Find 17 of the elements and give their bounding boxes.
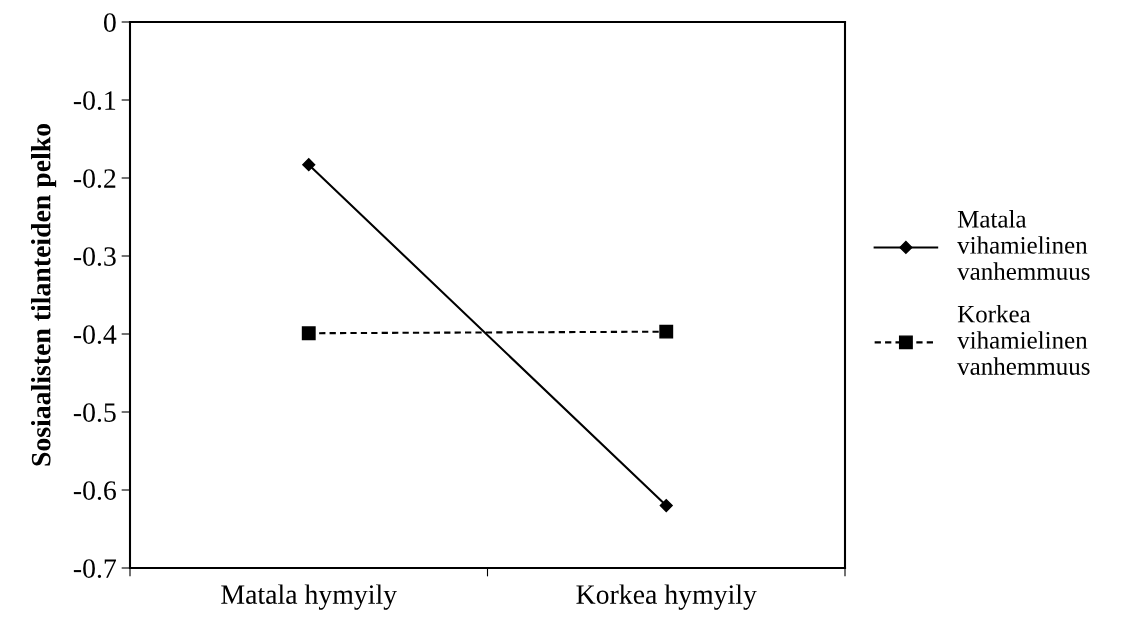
point xyxy=(659,324,674,339)
point xyxy=(301,326,316,341)
y-axis-title: Sosiaalisten tilanteiden pelko xyxy=(30,123,57,466)
legend-label: Matala vihamielinen vanhemmuus xyxy=(957,210,1090,280)
y-tick-label: -0.6 xyxy=(73,481,116,501)
y-tick-label: -0.5 xyxy=(73,403,116,423)
legend-label: Korkea vihamielinen vanhemmuus xyxy=(957,305,1090,375)
x-tick-label: Korkea hymyily xyxy=(576,584,757,610)
point xyxy=(659,499,673,513)
y-tick-label: -0.7 xyxy=(73,559,117,579)
x-tick-label: Matala hymyily xyxy=(221,584,397,610)
point xyxy=(302,158,316,172)
y-tick-label: 0 xyxy=(103,13,116,32)
y-tick-label: -0.2 xyxy=(73,169,116,189)
y-tick-label: -0.3 xyxy=(73,247,116,267)
y-tick-label: -0.4 xyxy=(73,325,117,345)
y-tick-label: -0.1 xyxy=(73,91,116,111)
